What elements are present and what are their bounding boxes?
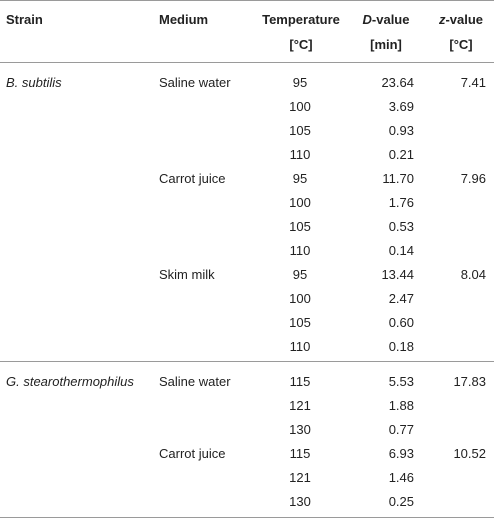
cell-d-value: 0.77 <box>388 422 414 437</box>
cell-d-value: 13.44 <box>381 267 414 282</box>
cell-d-value: 11.70 <box>382 171 414 186</box>
cell-z-value: 7.41 <box>460 75 486 90</box>
header-temperature: Temperature <box>262 12 340 27</box>
cell-temperature: 121 <box>289 398 311 413</box>
header-temperature-unit: [°C] <box>289 37 313 52</box>
header-z-value: z-value <box>432 12 490 28</box>
cell-d-value: 0.18 <box>388 339 414 354</box>
header-strain: Strain <box>6 12 43 27</box>
top-rule <box>0 0 494 1</box>
cell-temperature: 130 <box>289 422 311 437</box>
cell-z-value: 8.04 <box>460 267 486 282</box>
bottom-rule <box>0 517 494 518</box>
cell-d-value: 0.14 <box>388 243 414 258</box>
cell-temperature: 95 <box>292 171 308 186</box>
cell-temperature: 115 <box>289 374 311 389</box>
cell-d-value: 2.47 <box>388 291 414 306</box>
cell-temperature: 110 <box>289 243 311 258</box>
header-z-letter: z <box>438 12 446 27</box>
cell-temperature: 110 <box>289 147 311 162</box>
cell-medium: Saline water <box>159 75 231 90</box>
cell-d-value: 0.60 <box>388 315 414 330</box>
group-rule <box>0 361 494 362</box>
cell-temperature: 95 <box>292 75 308 90</box>
cell-strain: B. subtilis <box>6 75 62 90</box>
cell-medium: Carrot juice <box>159 171 226 186</box>
header-medium: Medium <box>159 12 209 27</box>
cell-d-value: 0.53 <box>388 219 414 234</box>
cell-d-value: 6.93 <box>388 446 414 461</box>
cell-z-value: 10.52 <box>453 446 486 461</box>
cell-d-value: 1.88 <box>388 398 414 413</box>
header-z-rest: -value <box>445 12 484 27</box>
cell-temperature: 130 <box>289 494 311 509</box>
header-d-value: D-value <box>356 12 416 28</box>
cell-d-value: 0.93 <box>388 123 414 138</box>
header-d-unit: [min] <box>370 37 402 52</box>
cell-d-value: 0.21 <box>388 147 414 162</box>
cell-temperature: 100 <box>289 195 311 210</box>
cell-temperature: 100 <box>289 291 311 306</box>
cell-d-value: 1.76 <box>388 195 414 210</box>
cell-z-value: 17.83 <box>453 374 486 389</box>
cell-temperature: 95 <box>292 267 308 282</box>
cell-medium: Carrot juice <box>159 446 226 461</box>
header-d-rest: -value <box>371 12 410 27</box>
cell-d-value: 5.53 <box>388 374 414 389</box>
cell-temperature: 121 <box>289 470 311 485</box>
header-d-letter: D <box>362 12 372 27</box>
cell-medium: Skim milk <box>159 267 215 282</box>
cell-d-value: 1.46 <box>388 470 414 485</box>
cell-d-value: 3.69 <box>388 99 414 114</box>
cell-temperature: 105 <box>289 219 311 234</box>
cell-temperature: 110 <box>289 339 311 354</box>
cell-d-value: 0.25 <box>388 494 414 509</box>
cell-d-value: 23.64 <box>381 75 414 90</box>
cell-medium: Saline water <box>159 374 231 389</box>
cell-temperature: 100 <box>289 99 311 114</box>
cell-z-value: 7.96 <box>460 171 486 186</box>
header-z-unit: [°C] <box>449 37 473 52</box>
cell-temperature: 115 <box>289 446 311 461</box>
cell-temperature: 105 <box>289 123 311 138</box>
cell-strain: G. stearothermophilus <box>6 374 134 389</box>
cell-temperature: 105 <box>289 315 311 330</box>
header-rule <box>0 62 494 63</box>
